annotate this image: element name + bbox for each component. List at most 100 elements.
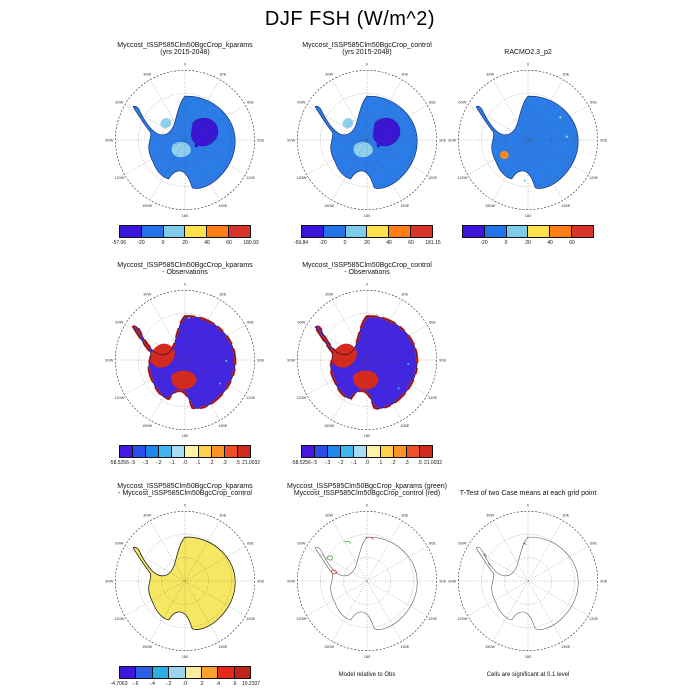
svg-text:120W: 120W (296, 395, 306, 400)
coastal-cyan-speck (407, 363, 410, 365)
svg-text:90E: 90E (439, 578, 446, 583)
colorbar-labels: -59.84 -20 0 20 40 60 181.15 (294, 238, 441, 246)
svg-text:60E: 60E (590, 99, 597, 104)
svg-text:30W: 30W (325, 72, 333, 77)
antarctica-map: 0 30E 60E 90E 120E 150E 180 150W 120W 90W 60W 30W (287, 503, 446, 659)
svg-text:90W: 90W (105, 357, 113, 362)
panel-title-line1: Myccost_ISSP585Clm50BgcCrop_kparams (117, 261, 253, 269)
colorbar-label: -.5 (311, 460, 318, 466)
svg-text:90W: 90W (287, 137, 295, 142)
colorbar: -57.06 -20 0 20 40 60 180.93 (112, 225, 259, 246)
colorbar-label: -.2 (155, 460, 162, 466)
svg-text:0: 0 (184, 62, 186, 67)
svg-text:120W: 120W (296, 175, 306, 180)
colorbar-label: 0 (343, 240, 347, 246)
svg-text:150W: 150W (324, 423, 334, 428)
svg-text:60W: 60W (297, 99, 305, 104)
colorbar-label: .1 (378, 460, 383, 466)
coastal-cyan-speck (219, 382, 221, 385)
colorbar-box (410, 225, 433, 238)
svg-text:150W: 150W (142, 423, 152, 428)
panel-title-line1: RACMO2.3_p2 (504, 49, 552, 57)
svg-text:0: 0 (366, 503, 368, 508)
panel-title: Myccost_ISSP585Clm50BgcCrop_kparams (yrs… (97, 42, 273, 57)
interior-cold-speck (194, 143, 199, 148)
svg-text:30W: 30W (143, 513, 151, 518)
colorbar-box (405, 445, 420, 458)
svg-text:60E: 60E (429, 540, 436, 545)
colorbar-box (483, 225, 507, 238)
colorbar-label: 40 (204, 240, 210, 246)
svg-text:90W: 90W (448, 137, 456, 142)
panel-title: Myccost_ISSP585Clm50BgcCrop_control - Ob… (279, 262, 455, 277)
footnote-significance: Cells are significant at 0.1 level (486, 672, 570, 678)
colorbar-box (132, 445, 147, 458)
colorbar-label: -.6 (132, 681, 139, 687)
svg-text:0: 0 (527, 503, 529, 508)
coastal-cyan-speck (188, 317, 190, 319)
colorbar-box (366, 225, 390, 238)
colorbar-label: -.4 (149, 681, 155, 687)
colorbar-label: -20 (480, 240, 488, 246)
colorbar-label: -.1 (350, 460, 357, 466)
antarctica-map: 0 30E 60E 90E 120E 150E 180 150W 120W 90W 60W 30W (287, 282, 446, 438)
colorbar-boxes (301, 225, 433, 238)
coastal-warm-patch-a (160, 117, 172, 128)
colorbar-label: -.3 (324, 460, 331, 466)
colorbar-box (366, 445, 381, 458)
svg-text:180: 180 (182, 654, 188, 659)
colorbar-label: -.2 (165, 681, 172, 687)
colorbar: -58.5256 -.5 -.3 -.2 -.1 .0 .1 .2 .3 .5 21.0032 (291, 445, 442, 466)
colorbar-label: 60 (569, 240, 575, 246)
colorbar-label: .3 (222, 460, 227, 466)
svg-text:30W: 30W (325, 513, 333, 518)
panel-title-line2: Myccost_ISSP585Clm50BgcCrop_control (red… (293, 490, 441, 498)
colorbar-label: -.5 (129, 460, 136, 466)
colorbar-label: 60 (226, 240, 232, 246)
colorbar-label: .4 (215, 681, 221, 687)
svg-text:150W: 150W (324, 203, 334, 208)
colorbar-label: -59.84 (293, 240, 309, 246)
panel-kparams-minus-obs: Myccost_ISSP585Clm50BgcCrop_kparams - Ob… (97, 262, 273, 466)
antarctica-map: 0 30E 60E 90E 120E 150E 180 150W 120W 90W 60W 30W (448, 503, 607, 659)
colorbar-box (184, 666, 202, 679)
svg-text:180: 180 (364, 433, 370, 438)
panel-title-line1: Myccost_ISSP585Clm50BgcCrop_control (302, 261, 432, 269)
colorbar-box (119, 666, 137, 679)
colorbar-label: 0 (161, 240, 165, 246)
svg-text:120E: 120E (246, 395, 255, 400)
map-graticule: 0 30E 60E 90E 120E 150E 180 150W 120W 90W 60W 30W (448, 62, 607, 218)
colorbar-box (145, 445, 160, 458)
colorbar-box (327, 445, 342, 458)
panel-title-line2: - Observations (162, 269, 208, 277)
panel-kparams: Myccost_ISSP585Clm50BgcCrop_kparams (yrs… (97, 42, 273, 246)
colorbar-labels: -4.7063 -.6 -.4 -.2 .0 .2 .4 .6 10.2337 (111, 679, 261, 687)
coastal-hot-spot (499, 151, 509, 160)
svg-text:150E: 150E (400, 644, 409, 649)
colorbar-label: 181.15 (425, 240, 441, 246)
svg-text:150W: 150W (485, 644, 495, 649)
colorbar-label: .5 (417, 460, 422, 466)
svg-text:120E: 120E (589, 616, 598, 621)
colorbar-label: .0 (364, 460, 370, 466)
svg-text:180: 180 (525, 213, 531, 218)
colorbar-label: -20 (137, 240, 145, 246)
colorbar-label: -57.06 (111, 240, 127, 246)
svg-text:30W: 30W (325, 292, 333, 297)
colorbar-box (168, 666, 186, 679)
panel-title-line2: (yrs 2015-2048) (160, 49, 210, 57)
colorbar-box (206, 225, 230, 238)
coastal-cyan-speck (225, 360, 228, 362)
colorbar-label: 21.0032 (241, 460, 261, 466)
svg-text:60E: 60E (429, 99, 436, 104)
antarctica-landmass (132, 95, 236, 189)
colorbar-box (353, 445, 368, 458)
panel-title-line1: Myccost_ISSP585Clm50BgcCrop_kparams (gre… (287, 482, 447, 490)
svg-text:60W: 60W (297, 540, 305, 545)
svg-text:60E: 60E (247, 99, 254, 104)
colorbar-label: 20 (364, 240, 370, 246)
map-graticule: 0 30E 60E 90E 120E 150E 180 150W 120W 90W 60W 30W (105, 503, 264, 659)
colorbar-box (388, 225, 412, 238)
svg-text:90E: 90E (439, 357, 446, 362)
panel-title: Myccost_ISSP585Clm50BgcCrop_kparams (gre… (279, 483, 455, 498)
